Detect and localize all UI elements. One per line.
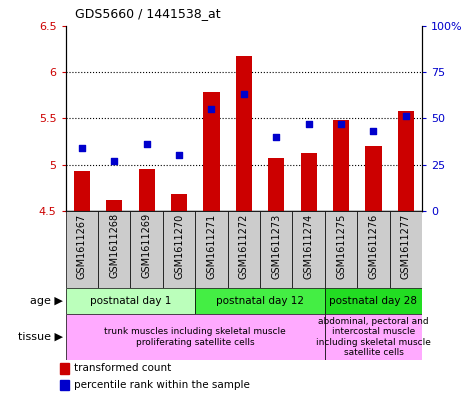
Text: postnatal day 12: postnatal day 12 xyxy=(216,296,304,306)
Bar xyxy=(130,211,163,288)
Bar xyxy=(398,111,414,211)
Text: GSM1611269: GSM1611269 xyxy=(142,213,151,279)
Bar xyxy=(293,211,325,288)
Bar xyxy=(365,146,382,211)
Text: GSM1611273: GSM1611273 xyxy=(271,213,281,279)
Bar xyxy=(66,211,98,288)
Text: GSM1611268: GSM1611268 xyxy=(109,213,119,279)
Text: postnatal day 1: postnatal day 1 xyxy=(90,296,171,306)
Bar xyxy=(60,363,69,374)
Text: GSM1611270: GSM1611270 xyxy=(174,213,184,279)
Bar xyxy=(301,152,317,211)
Text: GSM1611277: GSM1611277 xyxy=(401,213,411,279)
Text: tissue ▶: tissue ▶ xyxy=(18,332,63,342)
Bar xyxy=(204,92,219,211)
Point xyxy=(143,141,151,147)
Bar xyxy=(66,314,325,360)
Text: percentile rank within the sample: percentile rank within the sample xyxy=(74,380,250,390)
Text: GDS5660 / 1441538_at: GDS5660 / 1441538_at xyxy=(75,7,221,20)
Bar xyxy=(98,211,130,288)
Text: GSM1611276: GSM1611276 xyxy=(369,213,378,279)
Text: age ▶: age ▶ xyxy=(30,296,63,306)
Point xyxy=(370,128,377,134)
Text: trunk muscles including skeletal muscle
proliferating satellite cells: trunk muscles including skeletal muscle … xyxy=(105,327,286,347)
Point xyxy=(111,158,118,164)
Bar xyxy=(390,211,422,288)
Bar xyxy=(333,120,349,211)
Bar xyxy=(60,380,69,390)
Bar xyxy=(227,211,260,288)
Bar xyxy=(74,171,90,211)
Bar xyxy=(195,288,325,314)
Bar xyxy=(236,56,252,211)
Point xyxy=(208,106,215,112)
Bar xyxy=(357,211,390,288)
Point xyxy=(337,121,345,127)
Bar xyxy=(325,211,357,288)
Bar xyxy=(260,211,293,288)
Bar xyxy=(138,169,155,211)
Bar xyxy=(195,211,227,288)
Text: transformed count: transformed count xyxy=(74,363,172,373)
Bar xyxy=(106,200,122,211)
Text: abdominal, pectoral and
intercostal muscle
including skeletal muscle
satellite c: abdominal, pectoral and intercostal musc… xyxy=(316,317,431,357)
Point xyxy=(272,134,280,140)
Point xyxy=(175,152,183,158)
Text: postnatal day 28: postnatal day 28 xyxy=(330,296,417,306)
Point xyxy=(305,121,312,127)
Point xyxy=(240,91,248,97)
Bar xyxy=(66,288,195,314)
Bar xyxy=(171,195,187,211)
Bar xyxy=(163,211,195,288)
Text: GSM1611274: GSM1611274 xyxy=(304,213,314,279)
Point xyxy=(78,145,86,151)
Text: GSM1611267: GSM1611267 xyxy=(77,213,87,279)
Text: GSM1611272: GSM1611272 xyxy=(239,213,249,279)
Bar xyxy=(325,288,422,314)
Bar xyxy=(268,158,284,211)
Bar xyxy=(325,314,422,360)
Text: GSM1611275: GSM1611275 xyxy=(336,213,346,279)
Point xyxy=(402,113,409,119)
Text: GSM1611271: GSM1611271 xyxy=(206,213,217,279)
